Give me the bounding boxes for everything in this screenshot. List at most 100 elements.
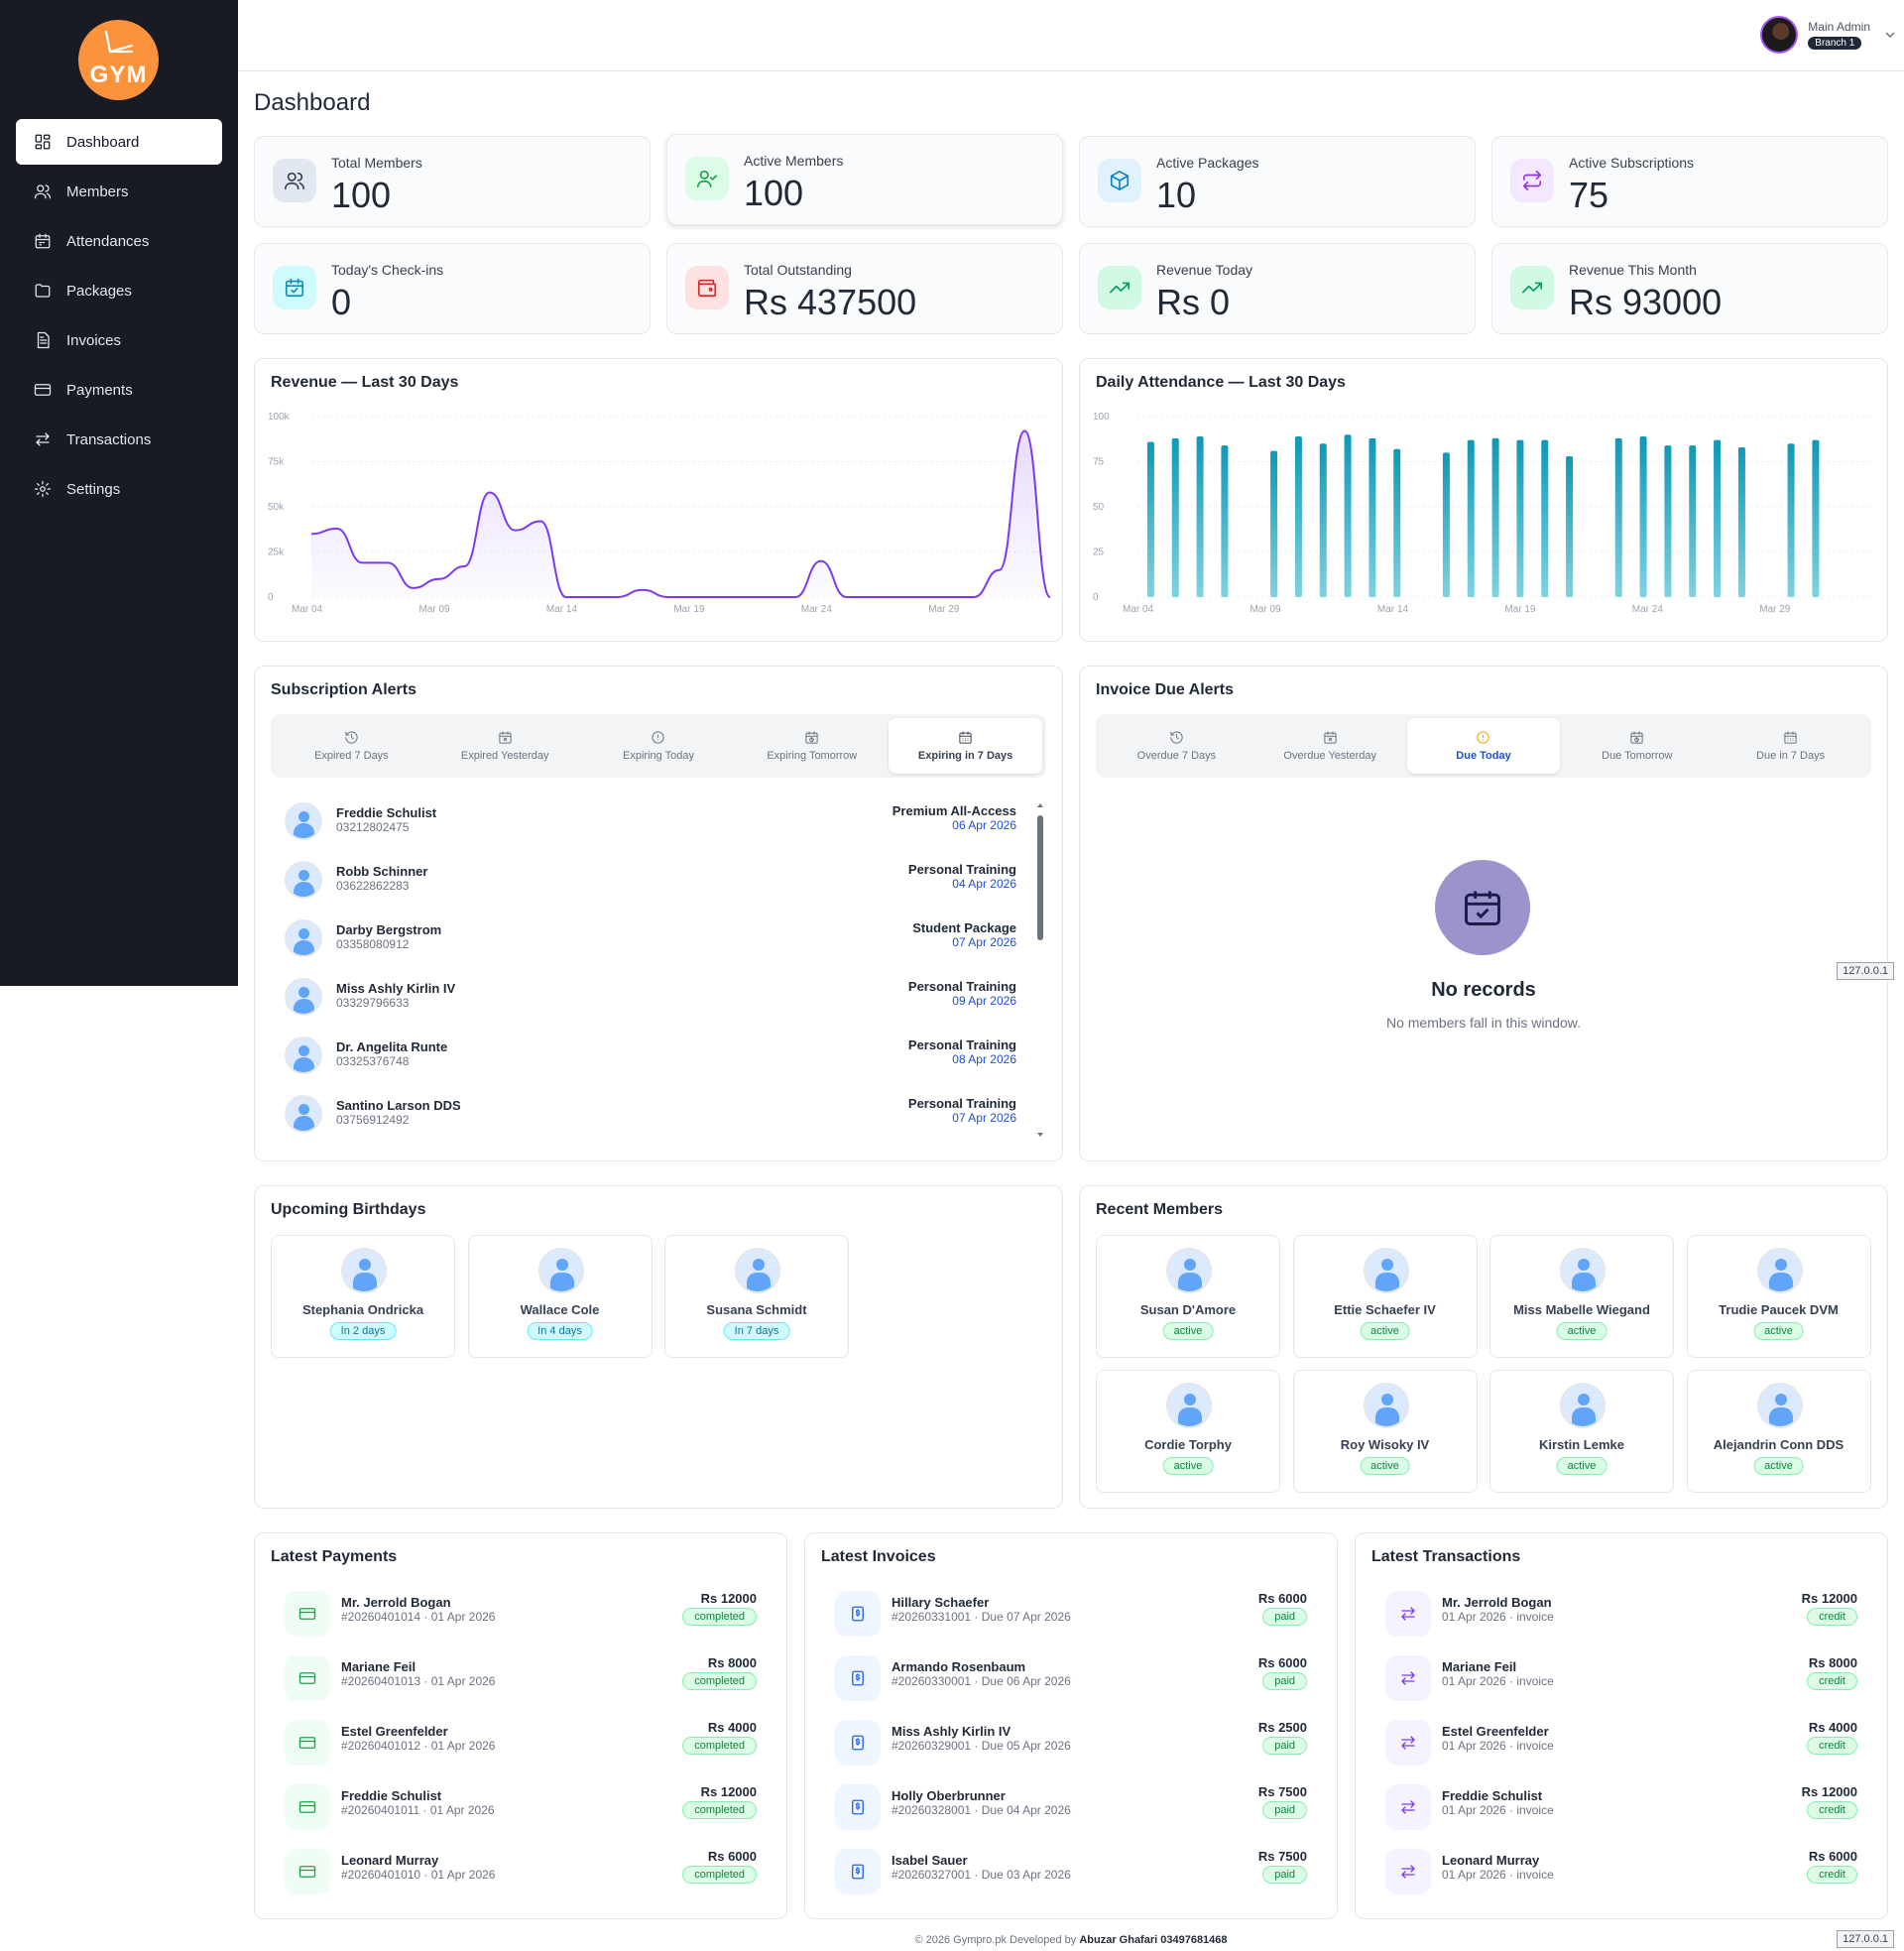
revenue-point[interactable] <box>690 594 696 600</box>
revenue-point[interactable] <box>997 567 1003 573</box>
subscription-alert-row[interactable]: Freddie Schulist 03212802475 Premium All-A… <box>285 795 1016 854</box>
revenue-point[interactable] <box>359 559 365 565</box>
revenue-point[interactable] <box>589 594 595 600</box>
revenue-point[interactable] <box>920 594 926 600</box>
revenue-point[interactable] <box>767 594 773 600</box>
stat-card-active-members[interactable]: Active Members 100 <box>666 134 1063 225</box>
attendance-bar[interactable] <box>1344 434 1352 597</box>
attendance-bar[interactable] <box>1566 456 1574 597</box>
revenue-point[interactable] <box>894 594 900 600</box>
revenue-point[interactable] <box>563 594 569 600</box>
recent-member-card[interactable]: Roy Wisoky IV active <box>1292 1370 1478 1493</box>
revenue-point[interactable] <box>614 594 620 600</box>
revenue-point[interactable] <box>869 594 875 600</box>
tab-expired-7-days[interactable]: Expired 7 Days <box>275 718 428 774</box>
attendance-bar[interactable] <box>1146 441 1154 597</box>
sidebar-item-packages[interactable]: Packages <box>16 268 222 313</box>
gym-logo[interactable]: GYM <box>78 20 159 100</box>
invoice-row[interactable]: Armando Rosenbaum #20260330001 · Due 06 A… <box>835 1647 1307 1711</box>
revenue-point[interactable] <box>334 526 340 532</box>
attendance-bar[interactable] <box>1787 443 1795 597</box>
revenue-point[interactable] <box>537 519 543 525</box>
tab-expiring-in-7-days[interactable]: Expiring in 7 Days <box>889 718 1042 774</box>
sidebar-item-transactions[interactable]: Transactions <box>16 417 222 462</box>
revenue-point[interactable] <box>1047 594 1053 600</box>
payment-row[interactable]: Leonard Murray #20260401010 · 01 Apr 2026… <box>285 1841 757 1904</box>
avatar[interactable] <box>1760 16 1799 54</box>
subscription-alert-row[interactable]: Miss Ashly Kirlin IV 03329796633 Personal … <box>285 971 1016 1030</box>
sidebar-item-members[interactable]: Members <box>16 169 222 214</box>
user-menu[interactable]: Main Admin Branch 1 <box>1760 16 1896 54</box>
stat-card-active-packages[interactable]: Active Packages 10 <box>1079 136 1476 227</box>
attendance-bar[interactable] <box>1270 450 1278 597</box>
transaction-row[interactable]: Estel Greenfelder 01 Apr 2026 · invoice Rs… <box>1385 1712 1857 1775</box>
stat-card-total-members[interactable]: Total Members 100 <box>254 136 651 227</box>
revenue-point[interactable] <box>843 594 849 600</box>
stat-card-revenue-this-month[interactable]: Revenue This Month Rs 93000 <box>1491 243 1888 334</box>
attendance-bar[interactable] <box>1541 439 1549 597</box>
recent-member-card[interactable]: Ettie Schaefer IV active <box>1292 1235 1478 1358</box>
attendance-bar[interactable] <box>1812 439 1820 597</box>
stat-card-total-outstanding[interactable]: Total Outstanding Rs 437500 <box>666 243 1063 334</box>
tab-expired-yesterday[interactable]: Expired Yesterday <box>428 718 582 774</box>
invoice-row[interactable]: Holly Oberbrunner #20260328001 · Due 04 A… <box>835 1776 1307 1840</box>
attendance-bar[interactable] <box>1714 439 1722 597</box>
revenue-point[interactable] <box>1021 428 1027 434</box>
recent-member-card[interactable]: Cordie Torphy active <box>1096 1370 1280 1493</box>
tab-expiring-tomorrow[interactable]: Expiring Tomorrow <box>735 718 889 774</box>
sidebar-item-attendances[interactable]: Attendances <box>16 218 222 264</box>
attendance-bar[interactable] <box>1294 436 1302 597</box>
revenue-point[interactable] <box>792 594 798 600</box>
recent-member-card[interactable]: Trudie Paucek DVM active <box>1686 1235 1871 1358</box>
attendance-bar[interactable] <box>1737 446 1745 597</box>
revenue-point[interactable] <box>435 576 441 582</box>
payment-row[interactable]: Mr. Jerrold Bogan #20260401014 · 01 Apr 2… <box>285 1583 757 1646</box>
birthday-card[interactable]: Wallace Cole In 4 days <box>467 1235 653 1358</box>
birthday-card[interactable]: Susana Schmidt In 7 days <box>664 1235 849 1358</box>
revenue-point[interactable] <box>716 594 722 600</box>
transaction-row[interactable]: Mr. Jerrold Bogan 01 Apr 2026 · invoice Rs… <box>1385 1583 1857 1646</box>
attendance-bar[interactable] <box>1221 445 1229 597</box>
stat-card-revenue-today[interactable]: Revenue Today Rs 0 <box>1079 243 1476 334</box>
attendance-bar[interactable] <box>1171 437 1179 597</box>
attendance-bar[interactable] <box>1467 439 1475 597</box>
attendance-bar[interactable] <box>1614 437 1622 597</box>
revenue-point[interactable] <box>742 594 748 600</box>
revenue-point[interactable] <box>385 559 391 565</box>
revenue-point[interactable] <box>640 587 646 593</box>
recent-member-card[interactable]: Alejandrin Conn DDS active <box>1686 1370 1871 1493</box>
invoice-row[interactable]: Miss Ashly Kirlin IV #20260329001 · Due 0… <box>835 1712 1307 1775</box>
subscription-alert-row[interactable]: Santino Larson DDS 03756912492 Personal Tr… <box>285 1088 1016 1147</box>
subscription-alert-row[interactable]: Robb Schinner 03622862283 Personal Trainin… <box>285 854 1016 913</box>
transaction-row[interactable]: Mariane Feil 01 Apr 2026 · invoice Rs 8000… <box>1385 1647 1857 1711</box>
tab-overdue-7-days[interactable]: Overdue 7 Days <box>1100 718 1253 774</box>
payment-row[interactable]: Freddie Schulist #20260401011 · 01 Apr 20… <box>285 1776 757 1840</box>
tab-overdue-yesterday[interactable]: Overdue Yesterday <box>1253 718 1407 774</box>
attendance-bar[interactable] <box>1639 436 1647 597</box>
revenue-point[interactable] <box>945 594 951 600</box>
payment-row[interactable]: Mariane Feil #20260401013 · 01 Apr 2026 Rs… <box>285 1647 757 1711</box>
attendance-bar[interactable] <box>1319 443 1327 597</box>
revenue-point[interactable] <box>818 558 824 564</box>
birthday-card[interactable]: Stephania Ondricka In 2 days <box>271 1235 455 1358</box>
subscription-alert-row[interactable]: Darby Bergstrom 03358080912 Student Packag… <box>285 913 1016 971</box>
scrollbar[interactable] <box>1036 801 1044 1139</box>
sidebar-item-invoices[interactable]: Invoices <box>16 317 222 363</box>
stat-card-today-s-check-ins[interactable]: Today's Check-ins 0 <box>254 243 651 334</box>
attendance-bar[interactable] <box>1516 439 1524 597</box>
revenue-point[interactable] <box>971 594 977 600</box>
attendance-bar[interactable] <box>1368 437 1376 597</box>
payment-row[interactable]: Estel Greenfelder #20260401012 · 01 Apr 2… <box>285 1712 757 1775</box>
revenue-point[interactable] <box>308 531 314 537</box>
stat-card-active-subscriptions[interactable]: Active Subscriptions 75 <box>1491 136 1888 227</box>
sidebar-item-payments[interactable]: Payments <box>16 367 222 413</box>
sidebar-item-settings[interactable]: Settings <box>16 466 222 512</box>
invoice-row[interactable]: Isabel Sauer #20260327001 · Due 03 Apr 20… <box>835 1841 1307 1904</box>
tab-due-in-7-days[interactable]: Due in 7 Days <box>1714 718 1867 774</box>
sidebar-item-dashboard[interactable]: Dashboard <box>16 119 222 165</box>
attendance-bar[interactable] <box>1689 445 1697 597</box>
invoice-row[interactable]: Hillary Schaefer #20260331001 · Due 07 Ap… <box>835 1583 1307 1646</box>
tab-due-today[interactable]: Due Today <box>1406 718 1561 774</box>
chevron-down-icon[interactable] <box>1884 29 1896 41</box>
attendance-bar[interactable] <box>1491 437 1499 597</box>
